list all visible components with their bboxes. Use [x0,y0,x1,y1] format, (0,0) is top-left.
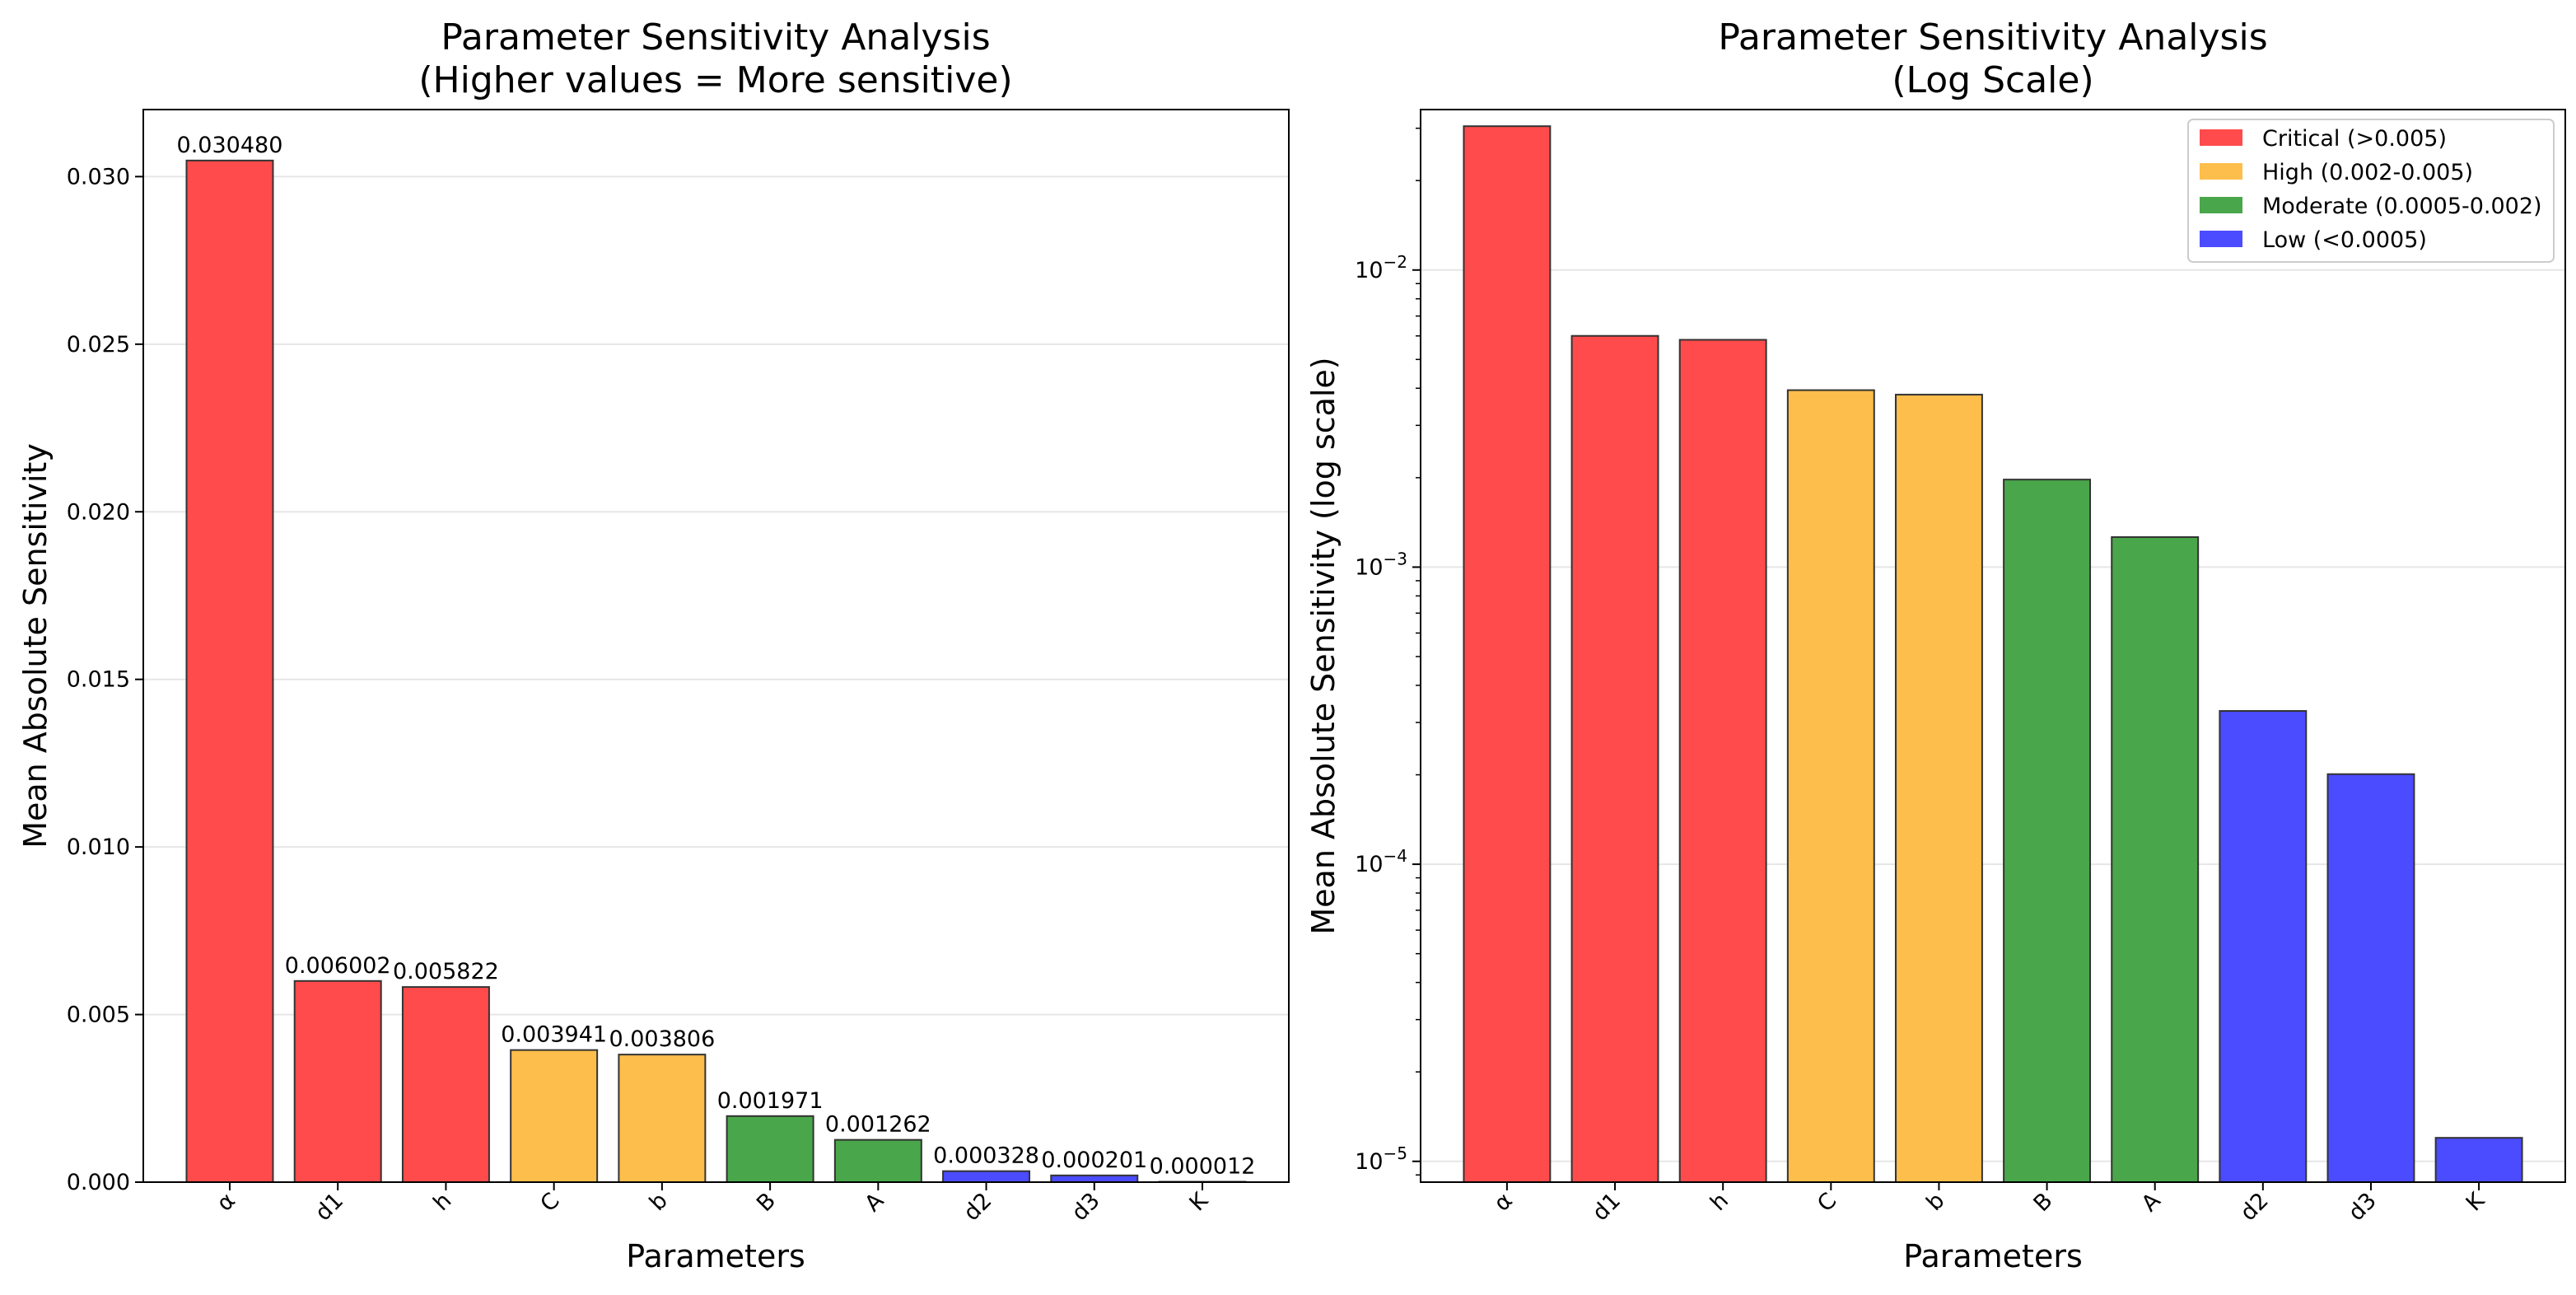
x-tick-label: B [752,1188,781,1217]
data-label: 0.000012 [1150,1154,1256,1180]
left-chart-title-line1: Parameter Sensitivity Analysis [441,16,990,58]
bar-A [835,1140,922,1182]
right-chart-title-line1: Parameter Sensitivity Analysis [1718,16,2267,58]
legend: Critical (>0.005) High (0.002-0.005) Moder… [2188,119,2554,262]
x-tick-label: α [212,1188,240,1217]
x-tick-label: C [535,1188,564,1217]
x-tick-label: A [2137,1188,2166,1217]
bar-K [2436,1138,2522,1182]
x-tick-label: A [860,1188,889,1217]
legend-swatch [2200,163,2242,180]
left-y-ticks: 0.000 0.005 0.010 0.015 0.020 0.025 0.030 [67,164,143,1195]
y-tick-label: 0.020 [67,499,130,525]
x-tick-label: b [645,1188,673,1216]
left-grid [143,176,1289,1014]
bar-h [1680,339,1766,1182]
bar-d3 [2328,774,2415,1182]
x-tick-label: K [2462,1187,2490,1216]
bar-d2 [943,1171,1029,1182]
bar-α [1463,126,1550,1182]
bar-d1 [1572,336,1659,1182]
legend-label: High (0.002-0.005) [2262,160,2473,185]
right-y-axis-label: Mean Absolute Sensitivity (log scale) [1305,357,1342,934]
data-label: 0.030480 [177,133,283,158]
bar-B [2004,479,2090,1182]
legend-label: Low (<0.0005) [2262,227,2427,253]
data-label: 0.005822 [393,959,499,984]
log-sensitivity-chart: Parameter Sensitivity Analysis (Log Scal… [1305,16,2565,1274]
x-tick-label: d3 [2344,1188,2382,1226]
linear-sensitivity-chart: Parameter Sensitivity Analysis (Higher v… [17,16,1289,1274]
left-chart-title-line2: (Higher values = More sensitive) [418,59,1012,101]
x-tick-label: B [2028,1188,2057,1217]
y-tick-label: 0.030 [67,164,130,189]
bar-C [1788,390,1874,1182]
x-tick-label: C [1813,1188,1841,1217]
x-tick-label: h [428,1188,456,1216]
x-tick-label: α [1489,1188,1518,1217]
legend-swatch [2200,197,2242,213]
x-tick-label: d1 [1588,1188,1626,1226]
y-tick-label: 10−4 [1355,846,1407,877]
y-tick-label: 0.005 [67,1003,130,1028]
data-label: 0.000201 [1041,1148,1147,1173]
bar-α [186,161,273,1182]
left-bars [186,161,1245,1182]
bar-d3 [1051,1176,1137,1182]
data-label: 0.000328 [933,1143,1039,1169]
y-tick-label: 10−2 [1355,252,1407,283]
bar-b [618,1054,705,1182]
left-y-axis-label: Mean Absolute Sensitivity [17,443,54,849]
y-tick-label: 0.010 [67,835,130,860]
bar-b [1896,395,1982,1182]
right-y-ticks: 10−5 10−4 10−3 10−2 [1355,129,1421,1176]
legend-label: Moderate (0.0005-0.002) [2262,194,2542,219]
y-tick-label: 10−3 [1355,549,1407,580]
data-label: 0.003941 [501,1022,607,1048]
right-bars [1463,126,2522,1182]
bar-h [403,987,489,1182]
bar-C [511,1050,597,1182]
x-tick-label: d1 [310,1188,348,1226]
x-tick-label: d2 [2236,1188,2274,1226]
x-tick-label: h [1706,1188,1734,1216]
bar-B [727,1116,814,1182]
x-tick-label: K [1185,1187,1214,1216]
y-tick-label: 10−5 [1355,1143,1407,1175]
x-tick-label: d3 [1067,1188,1105,1226]
left-x-axis-label: Parameters [626,1238,805,1274]
data-label: 0.001971 [717,1088,824,1114]
bar-A [2112,537,2198,1182]
right-chart-title-line2: (Log Scale) [1892,59,2093,101]
data-label: 0.001262 [825,1112,931,1138]
legend-swatch [2200,129,2242,146]
legend-label: Critical (>0.005) [2262,126,2447,152]
legend-swatch [2200,231,2242,247]
x-tick-label: d2 [959,1188,996,1226]
x-tick-label: b [1921,1188,1949,1216]
y-tick-label: 0.025 [67,332,130,358]
right-x-axis-label: Parameters [1903,1238,2083,1274]
bar-d1 [295,981,381,1182]
y-tick-label: 0.015 [67,667,130,693]
y-tick-label: 0.000 [67,1170,130,1195]
data-label: 0.003806 [609,1026,715,1052]
data-label: 0.006002 [285,953,391,979]
bar-d2 [2219,711,2306,1182]
